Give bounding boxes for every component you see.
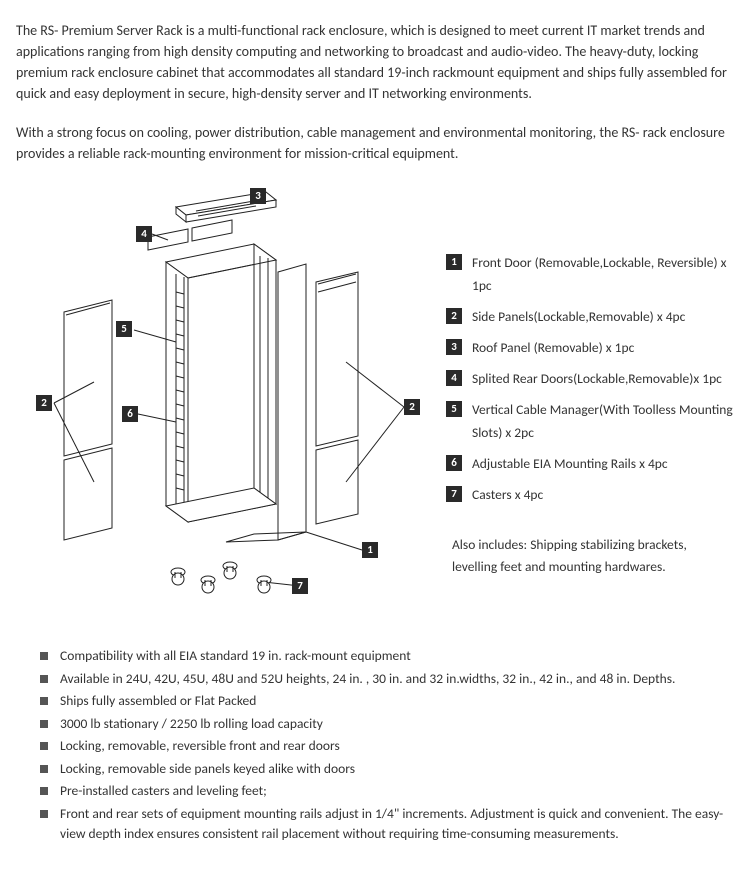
part-number-badge: 6 — [446, 455, 462, 471]
feature-item: 3000 lb stationary / 2250 lb rolling loa… — [40, 714, 734, 734]
part-number-badge: 1 — [446, 254, 462, 270]
part-label: Casters x 4pc — [472, 484, 734, 507]
part-row: 3 Roof Panel (Removable) x 1pc — [446, 337, 734, 360]
exploded-diagram: 3 4 5 2 6 2 1 7 — [16, 182, 436, 612]
diagram-callout-5: 5 — [116, 321, 132, 337]
parts-legend: 1 Front Door (Removable,Lockable, Reversi… — [446, 252, 734, 506]
part-number-badge: 3 — [446, 339, 462, 355]
part-row: 1 Front Door (Removable,Lockable, Reversi… — [446, 252, 734, 298]
feature-text: Front and rear sets of equipment mountin… — [60, 804, 734, 843]
part-label: Side Panels(Lockable,Removable) x 4pc — [472, 306, 734, 329]
part-label: Front Door (Removable,Lockable, Reversib… — [472, 252, 734, 298]
feature-text: Ships fully assembled or Flat Packed — [60, 691, 734, 711]
diagram-callout-1: 1 — [362, 542, 378, 558]
feature-item: Ships fully assembled or Flat Packed — [40, 691, 734, 711]
diagram-callout-2: 2 — [404, 399, 420, 415]
also-includes-note: Also includes: Shipping stabilizing brac… — [446, 534, 734, 577]
feature-item: Compatibility with all EIA standard 19 i… — [40, 646, 734, 666]
part-number-badge: 4 — [446, 370, 462, 386]
part-row: 7 Casters x 4pc — [446, 484, 734, 507]
square-bullet-icon — [40, 810, 48, 818]
feature-text: Locking, removable side panels keyed ali… — [60, 759, 734, 779]
feature-text: Pre-installed casters and leveling feet; — [60, 781, 734, 801]
part-label: Adjustable EIA Mounting Rails x 4pc — [472, 453, 734, 476]
part-number-badge: 5 — [446, 401, 462, 417]
diagram-callout-7: 7 — [292, 578, 308, 594]
intro-paragraph-2: With a strong focus on cooling, power di… — [16, 122, 734, 164]
square-bullet-icon — [40, 742, 48, 750]
feature-item: Available in 24U, 42U, 45U, 48U and 52U … — [40, 669, 734, 689]
square-bullet-icon — [40, 787, 48, 795]
feature-item: Locking, removable, reversible front and… — [40, 736, 734, 756]
part-label: Roof Panel (Removable) x 1pc — [472, 337, 734, 360]
part-number-badge: 7 — [446, 486, 462, 502]
feature-item: Locking, removable side panels keyed ali… — [40, 759, 734, 779]
feature-text: Compatibility with all EIA standard 19 i… — [60, 646, 734, 666]
square-bullet-icon — [40, 765, 48, 773]
feature-item: Pre-installed casters and leveling feet; — [40, 781, 734, 801]
square-bullet-icon — [40, 675, 48, 683]
square-bullet-icon — [40, 652, 48, 660]
part-row: 4 Splited Rear Doors(Lockable,Removable)x… — [446, 368, 734, 391]
part-label: Splited Rear Doors(Lockable,Removable)x … — [472, 368, 734, 391]
intro-paragraph-1: The RS- Premium Server Rack is a multi-f… — [16, 20, 734, 104]
feature-list: Compatibility with all EIA standard 19 i… — [16, 646, 734, 843]
part-row: 5 Vertical Cable Manager(With Toolless Mo… — [446, 399, 734, 445]
feature-text: Locking, removable, reversible front and… — [60, 736, 734, 756]
feature-item: Front and rear sets of equipment mountin… — [40, 804, 734, 843]
diagram-callout-2: 2 — [36, 395, 52, 411]
diagram-callout-6: 6 — [122, 406, 138, 422]
part-row: 6 Adjustable EIA Mounting Rails x 4pc — [446, 453, 734, 476]
diagram-callout-4: 4 — [136, 226, 152, 242]
feature-text: 3000 lb stationary / 2250 lb rolling loa… — [60, 714, 734, 734]
part-label: Vertical Cable Manager(With Toolless Mou… — [472, 399, 734, 445]
square-bullet-icon — [40, 720, 48, 728]
part-number-badge: 2 — [446, 308, 462, 324]
part-row: 2 Side Panels(Lockable,Removable) x 4pc — [446, 306, 734, 329]
square-bullet-icon — [40, 697, 48, 705]
diagram-callout-3: 3 — [250, 188, 266, 204]
exploded-view-section: 3 4 5 2 6 2 1 7 1 Front Door (Removable,Lockable… — [16, 182, 734, 612]
feature-text: Available in 24U, 42U, 45U, 48U and 52U … — [60, 669, 734, 689]
